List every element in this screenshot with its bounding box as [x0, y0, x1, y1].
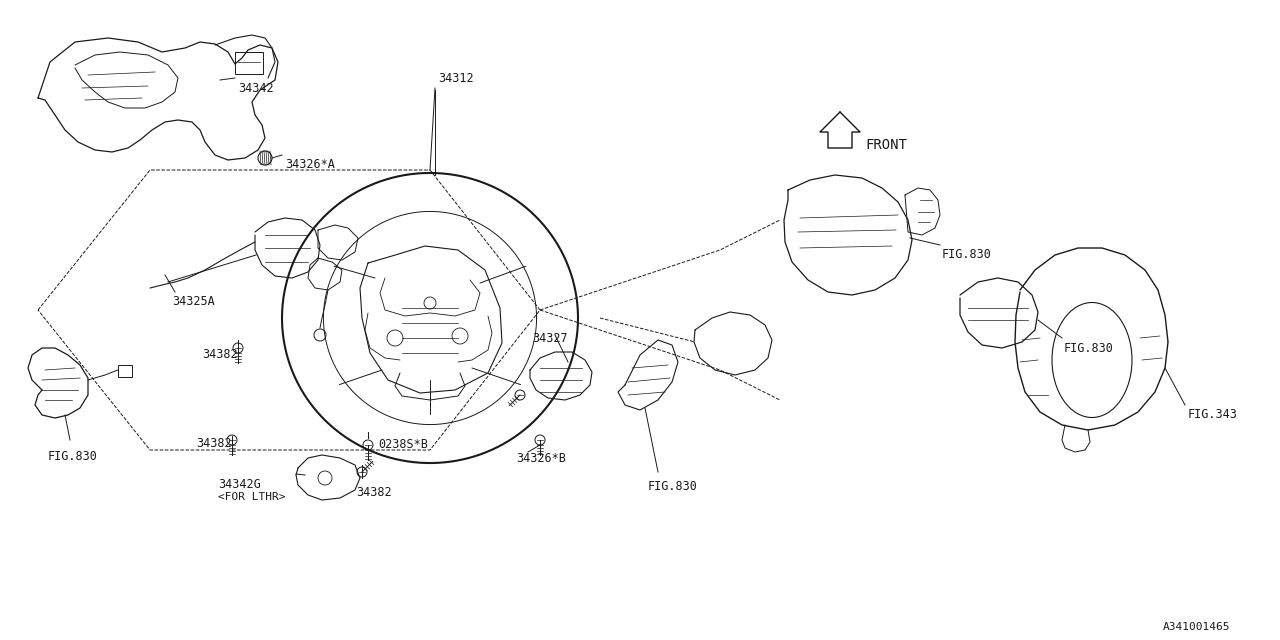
Text: 34326*B: 34326*B [516, 452, 566, 465]
Text: FIG.830: FIG.830 [942, 248, 992, 261]
Text: FIG.830: FIG.830 [648, 480, 698, 493]
Bar [118, 365, 132, 377]
Text: 34312: 34312 [438, 72, 474, 85]
Text: 34325A: 34325A [172, 295, 215, 308]
Bar [236, 52, 262, 74]
Text: 0238S*B: 0238S*B [378, 438, 428, 451]
Text: FIG.830: FIG.830 [49, 450, 97, 463]
Text: A341001465: A341001465 [1162, 622, 1230, 632]
Text: 34327: 34327 [532, 332, 567, 345]
Text: 34326*A: 34326*A [285, 158, 335, 171]
Text: 34342G: 34342G [218, 478, 261, 491]
Text: 34382: 34382 [202, 348, 238, 361]
Text: FIG.830: FIG.830 [1064, 342, 1114, 355]
Text: 34342: 34342 [238, 82, 274, 95]
Text: FIG.343: FIG.343 [1188, 408, 1238, 421]
Text: <FOR LTHR>: <FOR LTHR> [218, 492, 285, 502]
Text: 34382: 34382 [196, 437, 232, 450]
Text: FRONT: FRONT [865, 138, 906, 152]
Text: 34382: 34382 [356, 486, 392, 499]
